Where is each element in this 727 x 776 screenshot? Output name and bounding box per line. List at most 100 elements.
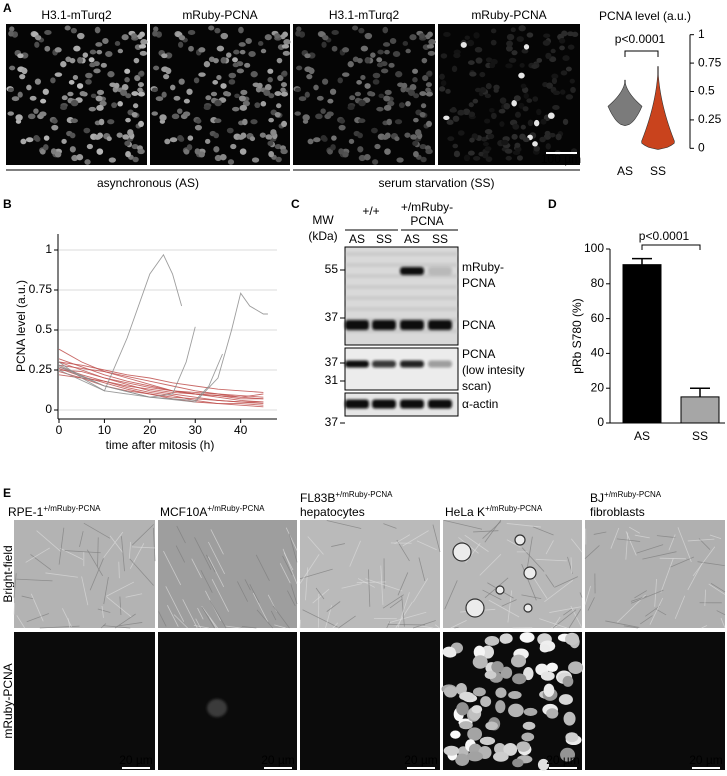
cell-edge: [21, 595, 34, 600]
nucleus: [482, 141, 490, 147]
cell-edge: [380, 565, 384, 605]
nucleus: [504, 148, 513, 154]
cell-edge: [549, 606, 582, 613]
y-axis-title: PCNA level (a.u.): [14, 280, 28, 372]
nucleus: [193, 77, 200, 84]
cell-edge: [710, 583, 726, 593]
cell-edge: [102, 625, 131, 629]
nucleus: [419, 91, 427, 96]
nucleus: [280, 91, 289, 97]
nucleus: [122, 134, 130, 140]
nucleus: [452, 115, 460, 122]
cell-edge: [200, 569, 213, 593]
nucleus: [254, 102, 261, 109]
nucleus: [250, 71, 258, 78]
nucleus: [484, 93, 492, 99]
nucleus: [372, 79, 380, 85]
cell-edge: [210, 529, 224, 555]
nucleus: [508, 57, 517, 63]
nucleus: [42, 88, 49, 95]
nucleus: [473, 645, 485, 659]
y-tick-label: 0: [698, 140, 705, 154]
nucleus: [250, 119, 258, 125]
cell-edge: [191, 558, 202, 579]
nucleus: [330, 144, 336, 151]
cell-edge: [315, 587, 325, 600]
cell-edge: [465, 542, 481, 563]
band-label: scan): [462, 379, 491, 393]
nucleus: [511, 133, 518, 140]
nucleus: [565, 732, 579, 743]
nucleus: [186, 144, 193, 151]
cell-edge: [270, 610, 277, 621]
nucleus: [439, 73, 445, 80]
nucleus: [457, 109, 465, 116]
cell-edge: [208, 556, 225, 588]
nucleus: [281, 44, 290, 49]
cell-edge: [634, 590, 647, 599]
nucleus: [219, 154, 227, 161]
nucleus: [511, 50, 518, 56]
band-label: PCNA: [462, 347, 495, 361]
cell-line-header: FL83B+/mRuby-PCNA: [300, 490, 393, 505]
cell-edge: [59, 547, 84, 560]
nucleus: [427, 50, 436, 56]
cell-edge: [97, 608, 111, 613]
mw-marker: 37: [325, 415, 339, 429]
nucleus: [515, 146, 522, 153]
nucleus: [178, 78, 185, 85]
nucleus: [100, 62, 107, 68]
cell-edge: [389, 598, 403, 609]
nucleus: [67, 91, 74, 97]
nucleus: [77, 32, 85, 40]
cell-edge: [299, 568, 333, 580]
trace: [58, 358, 264, 400]
nucleus: [547, 112, 555, 119]
nucleus: [513, 95, 521, 102]
nucleus: [267, 77, 273, 83]
nucleus: [506, 40, 513, 47]
cell-edge: [299, 554, 320, 584]
nucleus: [204, 138, 211, 144]
nucleus: [371, 127, 378, 134]
nucleus: [348, 138, 355, 144]
nucleus: [533, 119, 540, 127]
nucleus: [499, 633, 511, 644]
nucleus: [307, 138, 314, 145]
cell-edge: [387, 611, 427, 624]
nucleus: [322, 34, 329, 41]
nucleus: [151, 87, 158, 93]
nucleus: [329, 88, 337, 95]
violin: [607, 79, 643, 126]
cell-edge: [211, 579, 229, 612]
nucleus: [102, 37, 109, 44]
cell-edge: [630, 589, 664, 604]
cell-edge: [125, 593, 143, 598]
nucleus: [512, 123, 520, 130]
nucleus: [198, 151, 205, 158]
nucleus: [409, 84, 417, 91]
cell-edge: [479, 554, 502, 576]
panel-label: E: [3, 486, 11, 500]
cell-edge: [255, 554, 270, 581]
y-tick-label: 0.75: [29, 282, 53, 296]
nucleus: [484, 670, 497, 680]
band: [345, 399, 369, 409]
cell-line-genotype: +/mRuby-PCNA: [207, 504, 265, 513]
nucleus: [183, 148, 190, 155]
y-tick-label: 0.25: [29, 362, 53, 376]
nucleus: [171, 113, 180, 120]
nucleus: [260, 48, 267, 54]
nucleus: [456, 702, 469, 716]
cell-edge: [201, 606, 215, 629]
nucleus: [15, 114, 23, 121]
nucleus: [451, 65, 458, 73]
nucleus: [469, 137, 475, 143]
cell-edge: [121, 536, 125, 572]
nucleus: [134, 74, 141, 82]
cell-edge: [687, 538, 715, 542]
nucleus: [495, 700, 506, 714]
nucleus: [438, 86, 446, 92]
nucleus: [331, 135, 337, 141]
cell-edge: [225, 625, 241, 629]
